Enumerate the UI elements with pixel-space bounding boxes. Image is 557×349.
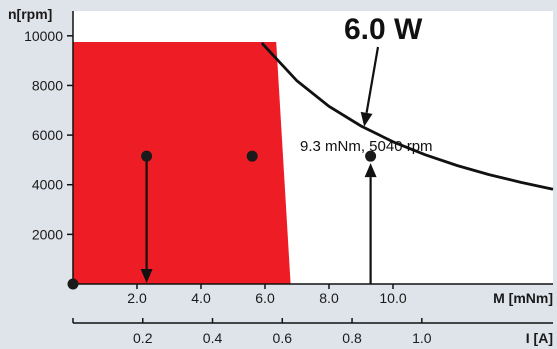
y-ticks: 2000 4000 6000 8000 10000	[24, 28, 73, 242]
operating-point	[141, 150, 153, 162]
y-tick-label: 8000	[32, 77, 63, 93]
current-tick-label: 0.8	[342, 330, 362, 346]
x-tick-label: 8.0	[319, 290, 339, 306]
current-axis-title: I [A]	[526, 330, 553, 346]
power-curve-line	[260, 42, 554, 191]
vertical-arrow-0-head	[140, 269, 153, 283]
operating-points	[67, 150, 377, 290]
x-tick-label: 10.0	[379, 290, 406, 306]
continuous-operation-region	[73, 42, 291, 284]
x-ticks: 2.0 4.0 6.0 8.0 10.0	[127, 284, 407, 306]
power-label-arrow-head	[360, 111, 373, 127]
current-tick-label: 0.4	[203, 330, 223, 346]
y-axis-title: n[rpm]	[8, 6, 52, 22]
vertical-arrow-1-head	[364, 163, 377, 178]
current-tick-label: 0.6	[273, 330, 293, 346]
current-tick-label: 0.2	[133, 330, 153, 346]
x-tick-label: 2.0	[127, 290, 147, 306]
operating-point	[246, 150, 258, 162]
y-tick-label: 10000	[24, 28, 63, 44]
x-axis-title: M [mNm]	[493, 290, 553, 306]
y-tick-label: 2000	[32, 226, 63, 242]
x-tick-label: 6.0	[255, 290, 275, 306]
arrows	[140, 46, 380, 284]
power-label-arrow-shaft	[365, 46, 380, 114]
operating-point-annotation: 9.3 mNm, 5040 rpm	[300, 138, 433, 155]
y-tick-label: 4000	[32, 177, 63, 193]
operating-point	[365, 150, 377, 162]
y-tick-label: 6000	[32, 127, 63, 143]
current-ticks: 0.2 0.4 0.6 0.8 1.0	[72, 318, 432, 346]
current-tick-label: 1.0	[412, 330, 432, 346]
x-tick-label: 4.0	[191, 290, 211, 306]
operating-point	[67, 278, 79, 290]
power-rating-label: 6.0 W	[344, 13, 423, 46]
